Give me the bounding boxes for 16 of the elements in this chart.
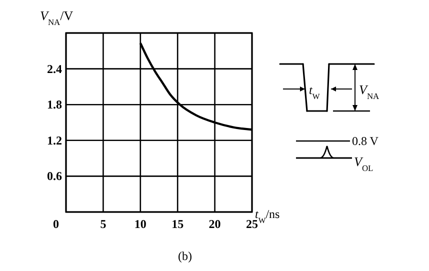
y-tick-label: 2.4 xyxy=(47,62,62,76)
x-tick-label: 15 xyxy=(172,217,184,231)
y-tick-label: 1.8 xyxy=(47,98,62,112)
y-tick-label: 0.6 xyxy=(47,169,62,184)
text: V$_{OL}$ xyxy=(354,154,374,173)
x-tick-label: 5 xyxy=(100,217,106,231)
y-tick-label: 1.2 xyxy=(47,133,62,148)
x-tick-label: 10 xyxy=(134,217,146,231)
x-tick-label: 0 xyxy=(53,217,59,231)
text: V$_{NA}$ xyxy=(359,82,380,101)
text: t$_{W}$ xyxy=(309,83,320,100)
y-axis-title: V$_{NA}$/V xyxy=(40,8,74,27)
text: 0.8 V xyxy=(352,134,379,148)
x-tick-label: 20 xyxy=(208,217,221,231)
x-tick-label: 25 xyxy=(246,217,258,231)
text: (b) xyxy=(178,249,192,263)
